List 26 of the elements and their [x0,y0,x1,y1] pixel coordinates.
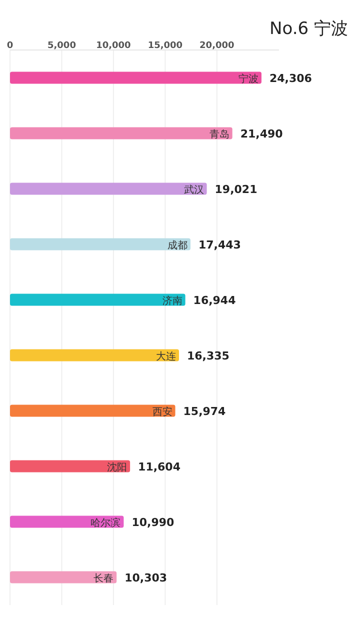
y-tick-label: 武汉 [184,184,204,196]
data-label: 19,021 [214,182,258,196]
x-tick-label: 20,000 [200,41,234,51]
data-label: 10,990 [132,516,174,529]
y-tick-label: 成都 [167,239,188,252]
x-tick-label: 10,000 [96,41,131,51]
y-tick-label: 沈阳 [107,461,128,474]
y-tick-label: 长春 [94,572,114,584]
x-tick-label: 0 [6,41,14,51]
y-tick-label: 济南 [162,294,182,307]
y-tick-label: 大连 [156,350,176,362]
title: No.6 宁波 [270,19,348,39]
x-tick-label: 15,000 [148,41,183,51]
data-label: 15,974 [183,404,226,418]
y-tick-label: 宁波 [238,72,258,85]
y-tick-label: 西安 [152,406,172,418]
y-tick-label: 哈尔滨 [90,516,121,529]
data-label: 11,604 [138,460,181,474]
x-tick-label: 5,000 [47,41,76,51]
data-label: 24,306 [269,72,312,85]
data-label: 10,303 [124,571,168,584]
data-label: 17,443 [198,238,241,252]
y-tick-label: 青岛 [209,128,230,140]
data-label: 16,335 [187,349,230,362]
data-label: 16,944 [193,294,236,307]
data-label: 21,490 [240,127,284,140]
